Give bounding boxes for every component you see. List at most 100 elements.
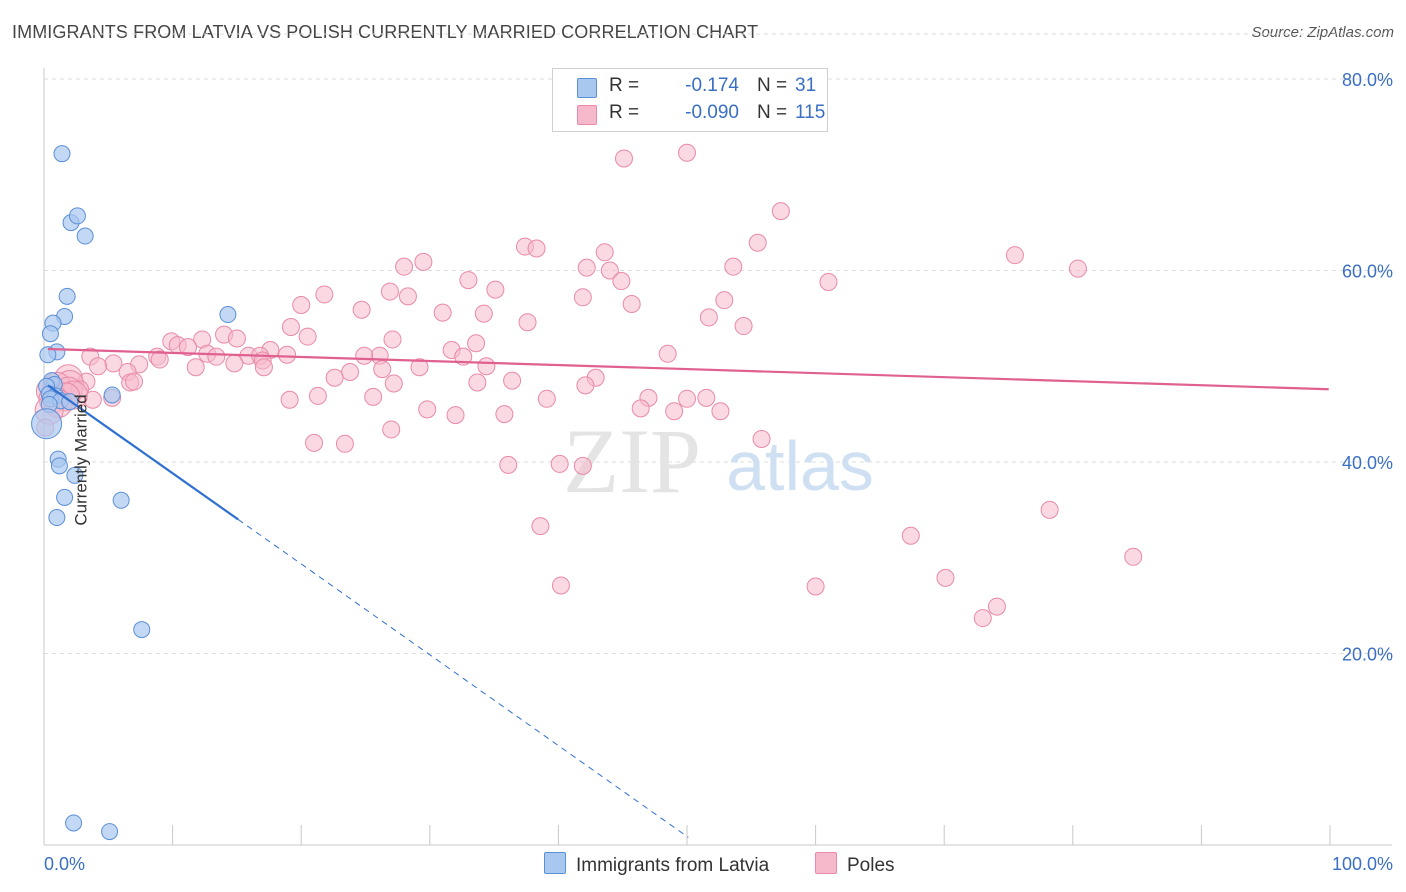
poles-point	[398, 287, 417, 306]
poles-point	[325, 368, 344, 387]
poles-point	[612, 272, 631, 291]
poles-point	[495, 405, 514, 424]
poles-trend-line	[47, 347, 1329, 391]
poles-point	[83, 390, 102, 409]
poles-point	[315, 285, 334, 304]
y-axis-label: Currently Married	[71, 394, 91, 526]
poles-n-value: 115	[795, 102, 826, 123]
latvia-r-label: R =	[609, 75, 640, 96]
poles-point	[724, 257, 743, 276]
poles-point	[459, 271, 478, 290]
poles-point	[89, 357, 108, 376]
poles-r-value: -0.090	[685, 102, 739, 123]
poles-point	[748, 233, 767, 252]
poles-legend-swatch	[815, 852, 837, 874]
chart-title: IMMIGRANTS FROM LATVIA VS POLISH CURRENT…	[12, 22, 759, 42]
poles-point	[614, 149, 633, 168]
poles-point	[1124, 547, 1143, 566]
poles-point	[901, 526, 920, 545]
latvia-point	[219, 306, 237, 324]
poles-point	[711, 402, 730, 421]
poles-point	[382, 420, 401, 439]
latvia-point	[101, 823, 119, 841]
x-tick-label: 100.0%	[1332, 854, 1393, 874]
latvia-point	[56, 488, 74, 506]
poles-point	[468, 373, 487, 392]
poles-point	[503, 371, 522, 390]
latvia-point	[50, 457, 68, 475]
latvia-legend-swatch	[544, 852, 566, 874]
poles-point	[281, 317, 300, 336]
poles-point	[125, 372, 144, 391]
y-tick-labels: 20.0% 40.0% 60.0% 80.0%	[1342, 70, 1393, 665]
latvia-points	[31, 145, 237, 841]
poles-point	[352, 300, 371, 319]
poles-point	[734, 317, 753, 336]
poles-point	[678, 143, 696, 162]
poles-point	[186, 358, 205, 377]
poles-point	[384, 374, 403, 393]
poles-point	[576, 376, 595, 395]
poles-point	[364, 387, 383, 406]
poles-point	[806, 577, 825, 596]
poles-point	[518, 313, 537, 332]
latvia-swatch	[577, 78, 597, 98]
latvia-point	[112, 491, 130, 509]
poles-point	[1005, 246, 1024, 265]
latvia-point	[41, 325, 59, 343]
stats-legend: R = -0.174 N = 31 R = -0.090 N = 115	[552, 68, 828, 132]
latvia-point	[58, 287, 76, 305]
latvia-point	[48, 509, 66, 527]
legend-item-latvia[interactable]: Immigrants from Latvia	[544, 852, 769, 878]
poles-point	[486, 280, 505, 299]
poles-point	[477, 357, 496, 376]
poles-point	[697, 388, 716, 407]
poles-point	[150, 350, 169, 369]
latvia-legend-label: Immigrants from Latvia	[576, 855, 770, 876]
poles-r-label: R =	[609, 102, 640, 123]
poles-point	[383, 330, 402, 349]
x-tick-label: 0.0%	[44, 854, 85, 874]
poles-point	[499, 455, 518, 474]
poles-point	[678, 389, 696, 408]
poles-point	[341, 362, 360, 381]
y-tick-label: 60.0%	[1342, 262, 1393, 282]
poles-point	[414, 252, 433, 271]
poles-point	[577, 258, 596, 277]
poles-point	[298, 327, 317, 346]
watermark-atlas: atlas	[726, 427, 874, 505]
poles-point	[179, 338, 198, 357]
latvia-point	[76, 227, 94, 245]
poles-point	[715, 291, 734, 310]
poles-point	[418, 400, 437, 419]
poles-point	[658, 344, 677, 363]
poles-point	[771, 202, 790, 221]
latvia-trend-line	[47, 384, 239, 521]
source-credit: Source: ZipAtlas.com	[1251, 24, 1394, 41]
poles-swatch	[577, 105, 597, 125]
poles-point	[531, 517, 550, 536]
poles-point	[355, 346, 374, 365]
poles-point	[527, 239, 546, 258]
axes	[43, 68, 1392, 846]
latvia-n-value: 31	[795, 75, 817, 96]
x-tick-labels: 0.0% 100.0%	[44, 854, 1393, 874]
poles-point	[600, 261, 619, 280]
latvia-point	[103, 386, 121, 404]
legend-item-poles[interactable]: Poles	[815, 852, 895, 878]
poles-point	[474, 304, 493, 323]
grid-lines	[44, 33, 1392, 654]
poles-point	[987, 597, 1006, 616]
poles-point	[335, 434, 354, 453]
poles-point	[595, 243, 614, 262]
watermark: ZIP atlas	[563, 410, 874, 512]
poles-point	[207, 347, 226, 366]
poles-point	[537, 389, 556, 408]
latvia-point	[68, 207, 86, 225]
y-tick-label: 40.0%	[1342, 453, 1393, 473]
latvia-n-label: N =	[757, 75, 788, 96]
poles-point	[373, 360, 392, 379]
poles-point	[550, 454, 569, 473]
poles-point	[622, 295, 641, 314]
